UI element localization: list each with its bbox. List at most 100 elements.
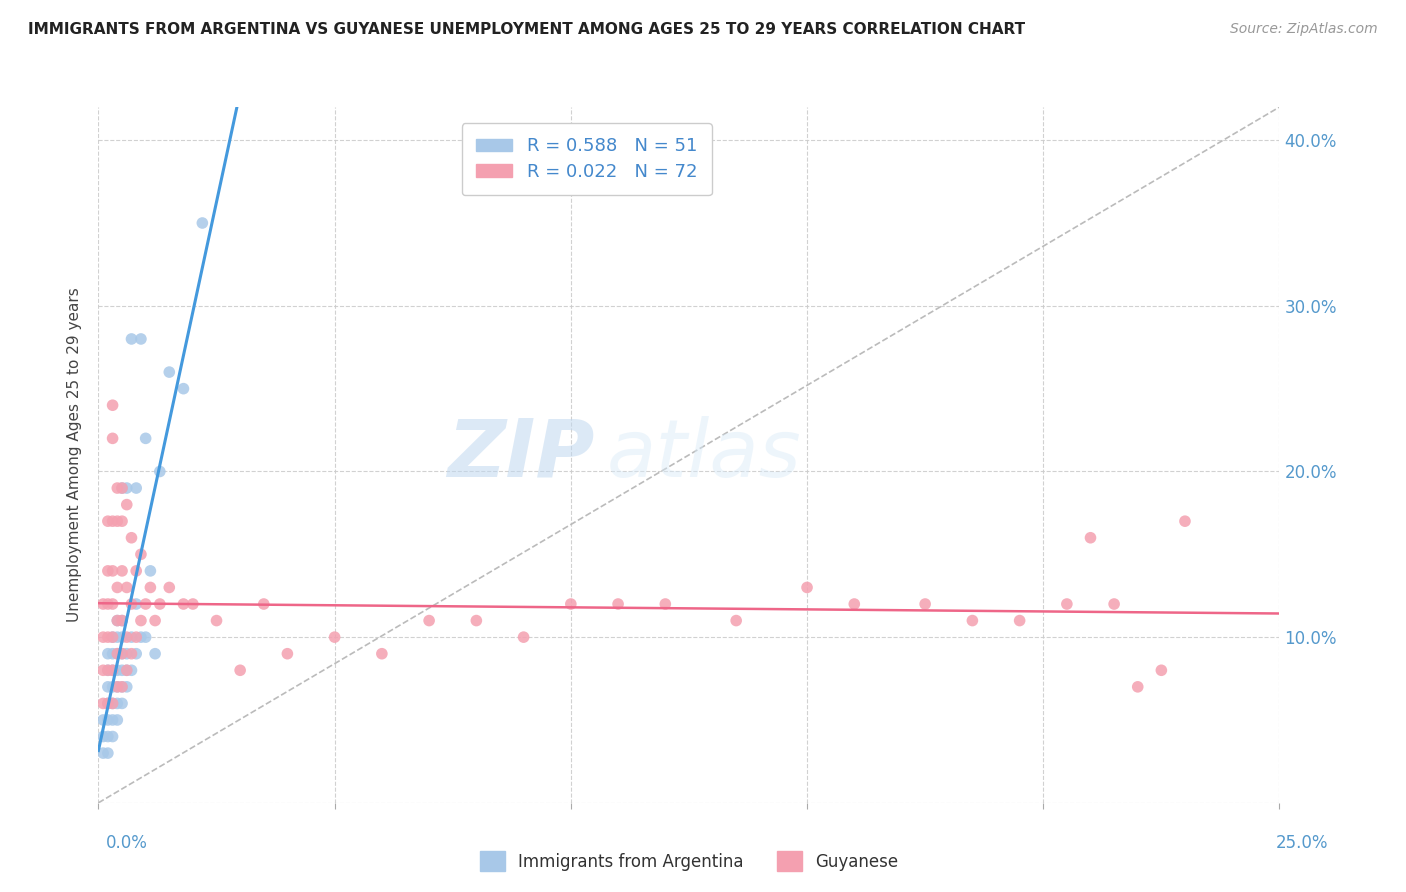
Point	[101, 697, 124, 711]
Point	[105, 680, 128, 694]
Point	[418, 614, 440, 628]
Point	[97, 597, 120, 611]
Point	[121, 630, 143, 644]
Point	[111, 680, 134, 694]
Point	[607, 597, 630, 611]
Point	[125, 481, 148, 495]
Point	[172, 597, 194, 611]
Point	[844, 597, 866, 611]
Point	[253, 597, 276, 611]
Point	[101, 697, 124, 711]
Point	[111, 481, 134, 495]
Y-axis label: Unemployment Among Ages 25 to 29 years: Unemployment Among Ages 25 to 29 years	[67, 287, 83, 623]
Text: ZIP: ZIP	[447, 416, 595, 494]
Point	[115, 663, 138, 677]
Point	[111, 481, 134, 495]
Point	[91, 730, 114, 744]
Point	[101, 431, 124, 445]
Point	[97, 713, 120, 727]
Point	[97, 680, 120, 694]
Point	[105, 581, 128, 595]
Point	[101, 564, 124, 578]
Point	[135, 630, 157, 644]
Point	[121, 332, 143, 346]
Point	[796, 581, 818, 595]
Point	[143, 647, 166, 661]
Text: 25.0%: 25.0%	[1277, 834, 1329, 852]
Point	[105, 647, 128, 661]
Point	[97, 730, 120, 744]
Point	[962, 614, 984, 628]
Point	[181, 597, 204, 611]
Point	[654, 597, 676, 611]
Point	[105, 481, 128, 495]
Point	[1174, 514, 1197, 528]
Point	[725, 614, 748, 628]
Point	[129, 614, 152, 628]
Point	[115, 647, 138, 661]
Point	[105, 630, 128, 644]
Text: Source: ZipAtlas.com: Source: ZipAtlas.com	[1230, 22, 1378, 37]
Point	[105, 614, 128, 628]
Point	[97, 630, 120, 644]
Point	[129, 547, 152, 561]
Point	[1080, 531, 1102, 545]
Point	[125, 597, 148, 611]
Point	[115, 663, 138, 677]
Point	[105, 614, 128, 628]
Point	[139, 564, 162, 578]
Point	[97, 647, 120, 661]
Point	[97, 746, 120, 760]
Point	[97, 697, 120, 711]
Point	[101, 713, 124, 727]
Point	[97, 564, 120, 578]
Point	[121, 531, 143, 545]
Point	[129, 630, 152, 644]
Point	[101, 680, 124, 694]
Point	[135, 597, 157, 611]
Point	[115, 498, 138, 512]
Point	[276, 647, 298, 661]
Point	[125, 647, 148, 661]
Point	[914, 597, 936, 611]
Point	[149, 597, 172, 611]
Text: atlas: atlas	[606, 416, 801, 494]
Point	[105, 697, 128, 711]
Point	[115, 581, 138, 595]
Point	[115, 481, 138, 495]
Point	[139, 581, 162, 595]
Point	[115, 680, 138, 694]
Point	[105, 663, 128, 677]
Text: IMMIGRANTS FROM ARGENTINA VS GUYANESE UNEMPLOYMENT AMONG AGES 25 TO 29 YEARS COR: IMMIGRANTS FROM ARGENTINA VS GUYANESE UN…	[28, 22, 1025, 37]
Point	[91, 597, 114, 611]
Point	[101, 630, 124, 644]
Point	[101, 730, 124, 744]
Point	[125, 630, 148, 644]
Text: 0.0%: 0.0%	[105, 834, 148, 852]
Point	[157, 581, 180, 595]
Point	[105, 713, 128, 727]
Point	[111, 697, 134, 711]
Point	[149, 465, 172, 479]
Point	[191, 216, 214, 230]
Point	[125, 564, 148, 578]
Point	[121, 647, 143, 661]
Point	[111, 614, 134, 628]
Point	[1102, 597, 1125, 611]
Point	[371, 647, 394, 661]
Point	[129, 332, 152, 346]
Point	[323, 630, 346, 644]
Point	[1056, 597, 1078, 611]
Point	[1150, 663, 1173, 677]
Point	[111, 614, 134, 628]
Legend: Immigrants from Argentina, Guyanese: Immigrants from Argentina, Guyanese	[472, 845, 905, 878]
Point	[111, 647, 134, 661]
Point	[111, 514, 134, 528]
Point	[111, 680, 134, 694]
Point	[91, 663, 114, 677]
Point	[97, 697, 120, 711]
Point	[157, 365, 180, 379]
Point	[115, 630, 138, 644]
Point	[1008, 614, 1031, 628]
Point	[97, 514, 120, 528]
